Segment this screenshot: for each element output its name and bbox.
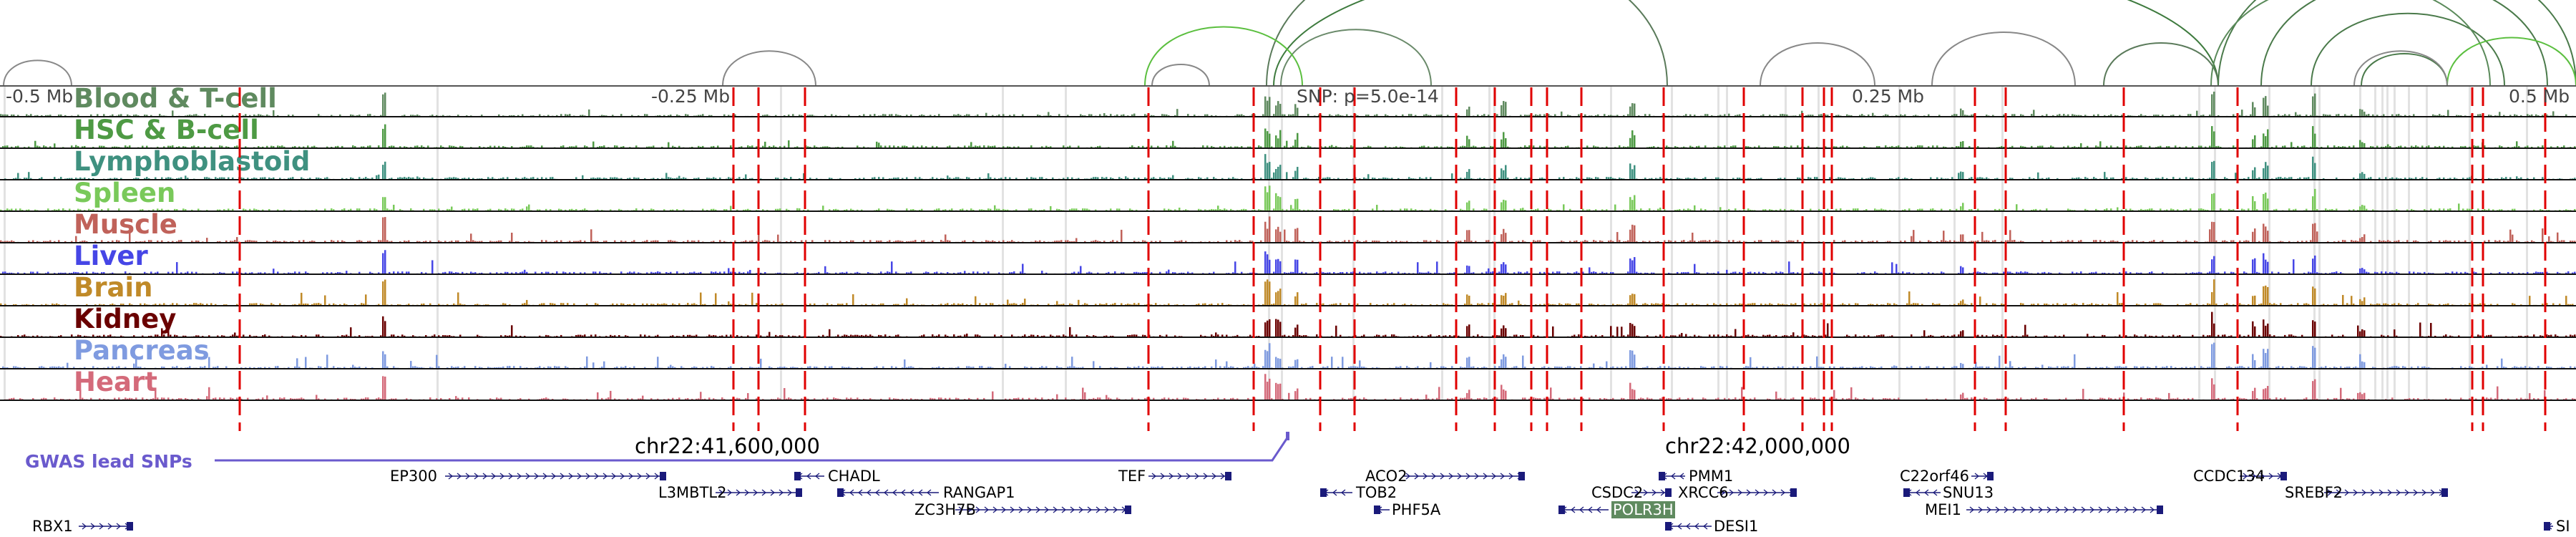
snp-pvalue: SNP: p=5.0e-14 [1297,86,1439,107]
axis-tick: -0.5 Mb [6,86,74,107]
track-kidney: Kidney [0,304,2576,338]
gene-label[interactable]: MEI1 [1925,501,1961,518]
signal-tracks: Blood & T-cell HSC & B-cell Lymphoblastoid… [0,83,2576,432]
gene-model[interactable] [1320,488,1355,498]
gene-label[interactable]: PMM1 [1689,468,1734,485]
interaction-arc [1273,0,2219,87]
signal-bars [0,275,2574,305]
track-blood-t-cell: Blood & T-cell [0,83,2576,117]
gene-model[interactable] [716,488,804,498]
gene-model[interactable] [955,505,1133,515]
signal-bars [0,212,2576,242]
track-label: Liver [74,241,148,271]
interaction-arc [2260,0,2548,87]
track-hsc-b-cell: HSC & B-cell [0,115,2576,149]
gwas-snp-marker [1286,432,1289,440]
track-label: Muscle [74,209,177,240]
gene-label[interactable]: CSDC2 [1591,484,1644,501]
chrom-position-label: chr22:42,000,000 [1665,434,1850,458]
gene-model[interactable] [1631,488,1674,498]
interaction-arc [1280,29,1432,87]
gene-label[interactable]: XRCC6 [1678,484,1729,501]
interaction-arc [3,59,72,87]
interaction-arc [2361,53,2448,87]
track-lymphoblastoid: Lymphoblastoid [0,146,2576,180]
gene-model[interactable] [2544,521,2556,531]
gene-model[interactable] [1374,505,1392,515]
gwas-track-label: GWAS lead SNPs [25,451,192,472]
gene-label[interactable]: PHF5A [1392,501,1441,518]
signal-bars [2,338,2576,368]
track-label: Pancreas [74,335,210,366]
gene-label[interactable]: ZC3H7B [914,501,976,518]
interaction-arc [722,50,816,87]
interaction-arc [2311,12,2505,87]
gene-model[interactable] [1659,471,1688,481]
gene-label[interactable]: TOB2 [1356,484,1397,501]
gene-label[interactable]: CHADL [828,468,880,485]
gene-model[interactable] [1903,488,1943,498]
gene-label[interactable]: SI [2556,518,2570,535]
track-brain: Brain [0,272,2576,306]
track-label: Brain [74,272,153,303]
signal-bars [4,149,2576,179]
gene-label[interactable]: SREBF2 [2285,484,2343,501]
gene-label[interactable]: SNU13 [1943,484,1994,501]
track-label: Heart [74,367,157,397]
axis-tick: 0.25 Mb [1852,86,1925,107]
signal-bars [4,369,2576,400]
gene-label[interactable]: CCDC134 [2193,468,2265,485]
track-label: Blood & T-cell [74,83,277,114]
interaction-arc [2103,42,2219,87]
gene-label[interactable]: RANGAP1 [943,484,1015,501]
gene-model[interactable] [2240,471,2289,481]
track-label: Kidney [74,304,177,334]
signal-bars [0,306,2576,337]
track-muscle: Muscle [0,209,2576,243]
gene-model[interactable] [1558,505,1611,515]
signal-bars [2,243,2576,274]
track-liver: Liver [0,241,2576,275]
interaction-arc [1931,32,2076,87]
track-spleen: Spleen [0,178,2576,212]
interaction-arc [1144,26,1303,87]
gene-label[interactable]: TEF [1118,468,1146,485]
gene-model[interactable] [1148,471,1234,481]
gene-label[interactable]: EP300 [390,468,438,485]
gene-label[interactable]: ACO2 [1365,468,1407,485]
chrom-position-label: chr22:41,600,000 [635,434,820,458]
track-heart: Heart [0,367,2576,401]
gene-label[interactable]: POLR3H [1611,501,1675,518]
signal-bars [0,180,2576,211]
interaction-arc [2210,0,2491,87]
gene-model[interactable] [1717,488,1799,498]
gene-model[interactable] [1665,521,1714,531]
interaction-arc [2446,37,2576,87]
gene-model[interactable] [1402,471,1527,481]
track-label: HSC & B-cell [74,115,259,145]
gene-model[interactable] [794,471,827,481]
gene-label[interactable]: RBX1 [32,518,73,535]
interaction-arcs [3,0,2576,87]
gene-model[interactable] [79,521,135,531]
interaction-arc [2353,50,2448,87]
track-label: Lymphoblastoid [74,146,311,177]
gene-label[interactable]: L3MBTL2 [658,484,727,501]
gene-model[interactable] [837,488,942,498]
interaction-arc [1151,64,1210,87]
gene-model[interactable] [2324,488,2450,498]
track-pancreas: Pancreas [0,335,2576,369]
interaction-arc [1760,42,1875,87]
gene-model[interactable] [1966,505,2165,515]
track-label: Spleen [74,178,176,208]
axis-tick: -0.25 Mb [651,86,731,107]
gene-model[interactable] [445,471,668,481]
interaction-arc [1266,0,1668,87]
signal-bars [0,86,2574,116]
gene-model[interactable] [1971,471,1996,481]
gene-label[interactable]: DESI1 [1714,518,1759,535]
signal-bars [0,117,2576,147]
axis-tick: 0.5 Mb [2509,86,2570,107]
gene-label[interactable]: C22orf46 [1900,468,1969,485]
